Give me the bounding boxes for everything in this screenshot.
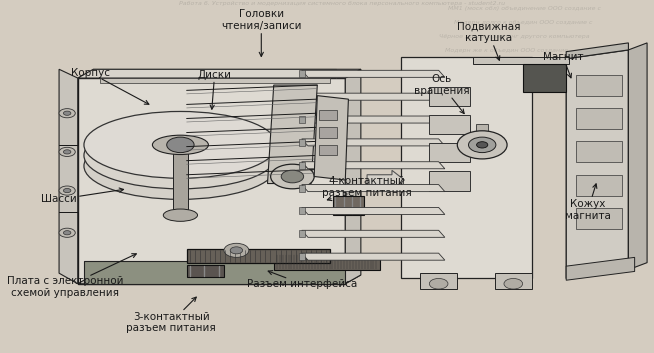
Bar bbox=[84, 261, 345, 284]
Polygon shape bbox=[301, 93, 445, 100]
Bar bbox=[299, 116, 305, 123]
Text: Модерн же к объедин ООО создание: Модерн же к объедин ООО создание bbox=[445, 48, 568, 53]
Polygon shape bbox=[301, 139, 445, 146]
Bar bbox=[576, 74, 622, 96]
Text: Разъем интерфейса: Разъем интерфейса bbox=[247, 271, 357, 289]
Bar bbox=[476, 124, 489, 145]
Bar bbox=[173, 141, 188, 215]
Polygon shape bbox=[473, 57, 569, 64]
Bar bbox=[429, 171, 470, 191]
Polygon shape bbox=[78, 275, 361, 284]
Text: Магнит: Магнит bbox=[543, 52, 583, 78]
Text: Работа 6. Устройство и модернизация системного блока персонального компьютера - : Работа 6. Устройство и модернизация сист… bbox=[179, 1, 506, 6]
Circle shape bbox=[167, 137, 194, 152]
Bar bbox=[318, 127, 337, 138]
Circle shape bbox=[63, 111, 71, 115]
Circle shape bbox=[230, 247, 243, 254]
Circle shape bbox=[457, 131, 507, 159]
Text: Плата с электронной
схемой управления: Плата с электронной схемой управления bbox=[7, 254, 136, 298]
Polygon shape bbox=[301, 208, 445, 215]
Bar bbox=[299, 208, 305, 215]
Circle shape bbox=[271, 164, 314, 189]
Bar bbox=[186, 249, 330, 263]
Polygon shape bbox=[566, 43, 628, 59]
Bar bbox=[318, 110, 337, 120]
Text: Ось
вращения: Ось вращения bbox=[414, 74, 470, 114]
Circle shape bbox=[59, 147, 75, 156]
Ellipse shape bbox=[84, 122, 277, 189]
Polygon shape bbox=[301, 230, 445, 237]
Bar bbox=[299, 253, 305, 260]
Polygon shape bbox=[345, 69, 361, 284]
Bar bbox=[99, 78, 330, 83]
Polygon shape bbox=[301, 253, 445, 260]
Text: Шасси: Шасси bbox=[41, 188, 124, 204]
Text: ММ1 (моск обл) объединение ООО создание с: ММ1 (моск обл) объединение ООО создание … bbox=[448, 6, 601, 11]
Polygon shape bbox=[314, 96, 349, 180]
Bar bbox=[299, 162, 305, 169]
Polygon shape bbox=[267, 85, 317, 184]
Circle shape bbox=[63, 231, 71, 235]
Bar bbox=[576, 108, 622, 129]
Polygon shape bbox=[301, 185, 445, 192]
Circle shape bbox=[63, 150, 71, 154]
Text: Подвижная
катушка: Подвижная катушка bbox=[456, 22, 520, 60]
Bar bbox=[429, 87, 470, 106]
Polygon shape bbox=[301, 162, 445, 169]
Bar bbox=[429, 143, 470, 162]
Polygon shape bbox=[566, 50, 628, 279]
Polygon shape bbox=[78, 69, 361, 78]
Circle shape bbox=[59, 228, 75, 237]
Text: Чёрное долго к различг другого компьютера: Чёрное долго к различг другого компьютер… bbox=[439, 34, 589, 39]
Bar bbox=[299, 93, 305, 100]
Ellipse shape bbox=[164, 209, 198, 221]
Polygon shape bbox=[402, 57, 532, 279]
Bar bbox=[333, 196, 364, 215]
Circle shape bbox=[59, 109, 75, 118]
Text: Корпус: Корпус bbox=[71, 68, 149, 104]
Text: Кожух
магнита: Кожух магнита bbox=[565, 184, 611, 221]
Bar bbox=[318, 145, 337, 155]
Circle shape bbox=[504, 279, 523, 289]
Polygon shape bbox=[84, 261, 339, 277]
Polygon shape bbox=[523, 64, 566, 92]
Bar bbox=[576, 208, 622, 229]
Bar bbox=[299, 139, 305, 146]
Bar bbox=[299, 70, 305, 77]
Text: Головки
чтения/записи: Головки чтения/записи bbox=[221, 9, 301, 56]
Bar bbox=[576, 141, 622, 162]
Circle shape bbox=[281, 170, 303, 183]
Ellipse shape bbox=[84, 132, 277, 199]
Ellipse shape bbox=[152, 135, 209, 155]
Polygon shape bbox=[274, 254, 379, 270]
Bar bbox=[576, 175, 622, 196]
Ellipse shape bbox=[84, 112, 277, 178]
FancyArrow shape bbox=[367, 170, 404, 190]
Text: Диски: Диски bbox=[198, 70, 232, 109]
Circle shape bbox=[224, 243, 249, 257]
Circle shape bbox=[63, 189, 71, 193]
Text: Модерн долго к объедин ООО создание с: Модерн долго к объедин ООО создание с bbox=[454, 20, 593, 25]
Text: 4-контактный
разъем питания: 4-контактный разъем питания bbox=[322, 176, 412, 201]
Bar bbox=[299, 230, 305, 237]
Circle shape bbox=[468, 137, 496, 152]
Polygon shape bbox=[494, 273, 532, 289]
Circle shape bbox=[477, 142, 488, 148]
Polygon shape bbox=[566, 257, 634, 280]
Text: 3-контактный
разъем питания: 3-контактный разъем питания bbox=[126, 297, 216, 333]
Polygon shape bbox=[420, 273, 457, 289]
Polygon shape bbox=[59, 69, 78, 284]
Circle shape bbox=[59, 186, 75, 195]
Polygon shape bbox=[301, 116, 445, 123]
Bar bbox=[299, 185, 305, 192]
Bar bbox=[186, 265, 224, 277]
Circle shape bbox=[429, 279, 448, 289]
Bar bbox=[429, 115, 470, 134]
Polygon shape bbox=[628, 43, 647, 270]
Polygon shape bbox=[78, 78, 345, 284]
Polygon shape bbox=[301, 70, 445, 77]
